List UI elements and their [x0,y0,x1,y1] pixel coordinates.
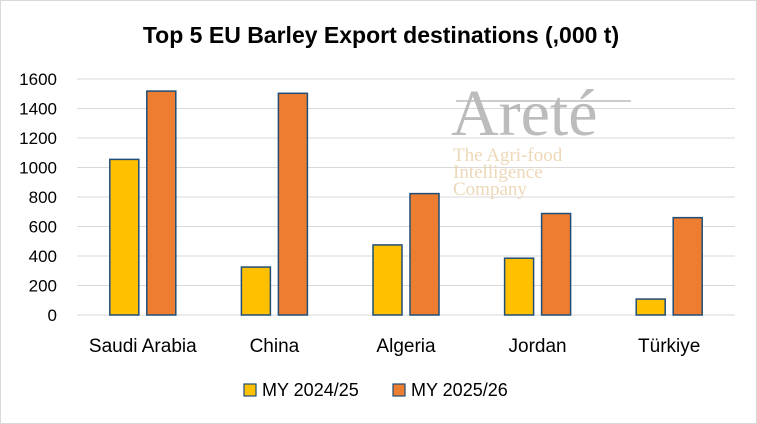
bar [372,244,403,316]
y-tick-label: 200 [29,277,57,296]
bar [409,192,440,316]
watermark-brand: Areté [451,77,598,150]
bar [109,158,140,316]
chart-title: Top 5 EU Barley Export destinations (,00… [143,22,619,48]
y-tick-label: 800 [29,188,57,207]
y-tick-label: 400 [29,247,57,266]
y-axis-ticks: 0 200 400 600 800 1000 1200 1400 1600 [19,70,57,325]
x-category-label: Jordan [509,336,567,357]
x-category-label: Saudi Arabia [89,336,197,357]
legend-label: MY 2024/25 [262,380,359,400]
bars [109,90,703,316]
gridlines [77,78,735,316]
bar [146,90,177,316]
legend-label: MY 2025/26 [411,380,508,400]
bar [240,266,272,316]
bar [635,298,666,316]
y-tick-label: 600 [29,218,57,237]
y-tick-label: 1400 [19,100,57,119]
legend-swatch [392,383,406,397]
x-category-label: Algeria [376,336,436,357]
bar [540,212,572,316]
x-axis-categories: Saudi Arabia China Algeria Jordan Türkiye [89,336,700,357]
x-category-label: Türkiye [638,336,700,357]
y-tick-label: 1000 [19,159,57,178]
y-tick-label: 1600 [19,70,57,89]
bar [277,92,309,316]
y-tick-label: 1200 [19,129,57,148]
legend: MY 2024/25 MY 2025/26 [243,380,508,400]
x-category-label: China [250,336,300,357]
legend-swatch [243,383,257,397]
watermark-tagline-2: Intelligence [453,162,543,183]
bar [503,257,535,316]
watermark-tagline-1: The Agri-food [453,145,563,166]
arete-watermark: Areté The Agri-food Intelligence Company [451,77,631,200]
bar [672,216,703,316]
y-tick-label: 0 [48,306,57,325]
watermark-tagline-3: Company [453,179,527,200]
